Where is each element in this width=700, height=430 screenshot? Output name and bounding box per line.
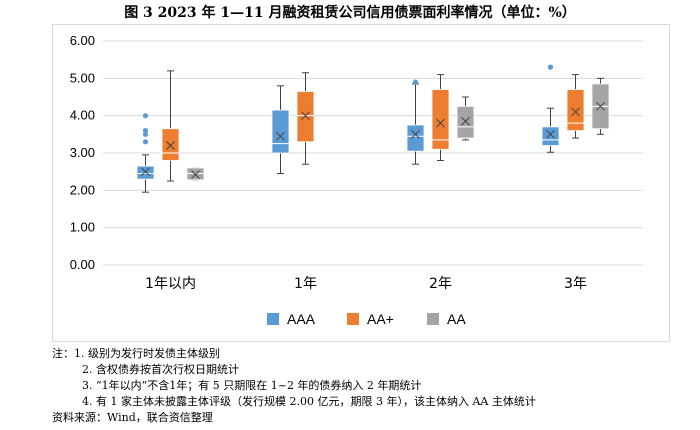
mean-marker xyxy=(166,141,175,150)
mean-marker xyxy=(191,170,200,180)
note-line-1: 注：1. 级别为发行时发债主体级别 xyxy=(52,346,536,362)
note-line-2: 2. 含权债券按首次行权日期统计 xyxy=(82,363,239,376)
box xyxy=(136,165,155,180)
y-tick-label: 0.00 xyxy=(70,257,95,272)
outlier-point xyxy=(142,139,149,145)
legend-swatch xyxy=(267,313,279,325)
mean-marker xyxy=(546,129,555,139)
mean-marker xyxy=(276,131,285,141)
mean-marker xyxy=(571,107,580,117)
legend-label: AA+ xyxy=(367,311,394,327)
y-tick-label: 3.00 xyxy=(70,145,95,160)
legend-label: AA xyxy=(447,311,466,327)
y-tick-label: 5.00 xyxy=(70,70,95,85)
outlier-point xyxy=(142,128,149,134)
note-line-4: 4. 有 1 家主体未披露主体评级（发行规模 2.00 亿元，期限 3 年），该… xyxy=(82,395,536,408)
outlier-point xyxy=(142,113,149,119)
notes-label: 注： xyxy=(52,347,74,360)
mean-marker xyxy=(461,116,470,126)
y-tick-label: 4.00 xyxy=(70,108,95,123)
x-tick-label: 3年 xyxy=(564,276,587,292)
chart-title: 图 3 2023 年 1—11 月融资租赁公司信用债票面利率情况（单位：%） xyxy=(124,5,576,21)
y-tick-label: 2.00 xyxy=(70,182,95,197)
x-tick-label: 1年以内 xyxy=(145,276,196,292)
x-tick-label: 1年 xyxy=(294,276,317,292)
y-tick-label: 6.00 xyxy=(70,33,95,48)
box xyxy=(296,91,315,143)
legend-swatch xyxy=(427,313,439,325)
legend-label: AAA xyxy=(287,311,316,327)
box xyxy=(541,126,560,146)
source-line: 资料来源：Wind，联合资信整理 xyxy=(52,411,213,424)
box xyxy=(431,89,450,150)
box-plot: 0.00 1.00 2.00 3.00 4.00 5.00 6.00 1年以内 1年 2年 3年 AA… xyxy=(70,33,643,327)
box xyxy=(456,105,475,139)
mean-marker xyxy=(436,118,445,128)
legend-swatch xyxy=(347,313,359,325)
mean-marker xyxy=(596,101,605,111)
mean-marker xyxy=(411,129,420,139)
chart-area: 0.00 1.00 2.00 3.00 4.00 5.00 6.00 1年以内 1年 2年 3年 AA… xyxy=(52,24,670,342)
box xyxy=(406,124,425,152)
notes-block: 注：1. 级别为发行时发债主体级别 2. 含权债券按首次行权日期统计 3. “1… xyxy=(52,346,536,426)
x-tick-label: 2年 xyxy=(429,276,452,292)
outlier-point xyxy=(412,79,419,85)
y-tick-label: 1.00 xyxy=(70,220,95,235)
outlier-point xyxy=(142,131,149,137)
outlier-point xyxy=(547,64,554,70)
box xyxy=(271,109,290,154)
note-text-1: 1. 级别为发行时发债主体级别 xyxy=(74,347,220,360)
box xyxy=(161,128,180,161)
mean-marker xyxy=(141,167,150,177)
mean-marker xyxy=(301,111,310,121)
box xyxy=(566,89,585,131)
note-line-3: 3. “1年以内”不含1年；有 5 只期限在 1~2 年的债券纳入 2 年期统计 xyxy=(82,379,422,392)
